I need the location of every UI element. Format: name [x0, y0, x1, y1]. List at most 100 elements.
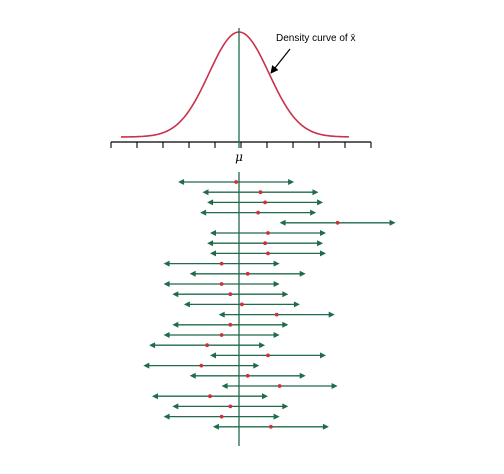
- sample-mean-dot: [245, 271, 250, 276]
- sample-mean-dot: [263, 200, 267, 205]
- interval-arrow-left: [172, 291, 179, 298]
- confidence-interval: [143, 362, 260, 369]
- interval-arrow-left: [143, 362, 150, 369]
- sample-mean-dot: [228, 322, 233, 327]
- interval-arrow-left: [178, 179, 185, 185]
- sample-mean-dot: [199, 363, 204, 368]
- sample-mean-dot: [234, 180, 239, 184]
- confidence-interval: [210, 352, 326, 359]
- interval-arrow-left: [172, 403, 179, 410]
- confidence-interval: [172, 403, 289, 410]
- interval-arrow-right: [262, 393, 268, 400]
- confidence-interval: [210, 250, 326, 257]
- interval-arrow-right: [312, 189, 319, 196]
- confidence-interval: [189, 372, 306, 379]
- confidence-interval: [178, 179, 295, 185]
- interval-arrow-left: [210, 250, 216, 257]
- interval-arrow-right: [328, 311, 335, 318]
- sample-mean-dot: [266, 231, 270, 235]
- interval-arrow-right: [389, 219, 396, 226]
- interval-arrow-right: [293, 301, 300, 308]
- confidence-interval: [172, 321, 289, 328]
- interval-arrow-left: [163, 413, 170, 420]
- sample-mean-dot: [277, 384, 282, 388]
- interval-arrow-right: [282, 403, 289, 410]
- confidence-interval: [172, 291, 289, 298]
- confidence-interval: [149, 342, 266, 349]
- confidence-interval: [218, 311, 335, 318]
- confidence-interval: [279, 219, 396, 226]
- confidence-interval: [200, 209, 317, 216]
- sample-mean-dot: [263, 241, 267, 246]
- density-curve: [120, 31, 350, 138]
- confidence-interval: [163, 281, 280, 287]
- interval-arrow-left: [189, 270, 196, 277]
- interval-arrow-left: [221, 383, 228, 389]
- interval-arrow-right: [273, 260, 280, 267]
- interval-arrow-left: [152, 393, 158, 400]
- interval-arrow-left: [279, 219, 286, 226]
- interval-arrow-right: [282, 321, 289, 328]
- confidence-interval: [183, 301, 300, 308]
- interval-arrow-right: [320, 352, 326, 359]
- interval-arrow-left: [207, 199, 214, 206]
- sample-mean-dot: [219, 282, 224, 286]
- interval-arrow-right: [322, 423, 329, 430]
- interval-arrow-left: [183, 301, 190, 308]
- interval-arrow-left: [210, 230, 216, 236]
- interval-arrow-left: [200, 209, 207, 216]
- confidence-interval: [207, 240, 324, 247]
- sample-mean-dot: [228, 292, 233, 297]
- sample-mean-dot: [219, 333, 224, 337]
- interval-arrow-right: [310, 209, 317, 216]
- confidence-interval: [163, 260, 280, 267]
- sample-mean-dot: [266, 251, 270, 256]
- interval-arrow-left: [202, 189, 209, 196]
- sample-mean-dot: [335, 220, 340, 225]
- density-curve-label: Density curve of x̄: [276, 33, 355, 44]
- sample-mean-dot: [266, 353, 270, 358]
- sample-mean-dot: [274, 312, 279, 317]
- interval-arrow-left: [149, 342, 156, 349]
- interval-arrow-right: [317, 199, 324, 206]
- sample-mean-dot: [258, 190, 263, 195]
- sample-mean-dot: [208, 394, 212, 399]
- interval-arrow-left: [207, 240, 214, 247]
- axis-ticks: [110, 142, 372, 148]
- sample-mean-dot: [205, 343, 210, 348]
- confidence-interval: [212, 423, 329, 430]
- sample-mean-dot: [219, 261, 224, 266]
- interval-arrow-right: [331, 383, 338, 389]
- interval-arrow-right: [320, 250, 326, 257]
- sample-mean-dot: [269, 424, 273, 429]
- interval-arrow-left: [189, 372, 196, 379]
- confidence-interval: [152, 393, 268, 400]
- confidence-intervals: [143, 179, 396, 430]
- interval-arrow-left: [212, 423, 219, 430]
- interval-arrow-left: [218, 311, 225, 318]
- interval-arrow-left: [163, 281, 170, 287]
- interval-arrow-right: [253, 362, 260, 369]
- confidence-interval: [163, 413, 280, 420]
- confidence-interval: [163, 332, 280, 338]
- interval-arrow-left: [172, 321, 179, 328]
- interval-arrow-right: [273, 413, 280, 420]
- confidence-interval: [221, 383, 338, 389]
- sample-mean-dot: [219, 414, 224, 419]
- interval-arrow-left: [163, 260, 170, 267]
- interval-arrow-right: [320, 230, 326, 236]
- sample-mean-dot: [256, 210, 261, 215]
- interval-arrow-right: [299, 372, 306, 379]
- interval-arrow-right: [282, 291, 289, 298]
- interval-arrow-right: [273, 332, 280, 338]
- interval-arrow-left: [163, 332, 170, 338]
- confidence-interval: [210, 230, 326, 236]
- interval-arrow-right: [288, 179, 295, 185]
- annotation-arrow: [270, 48, 291, 74]
- mu-label: μ: [235, 150, 243, 164]
- interval-arrow-right: [299, 270, 306, 277]
- interval-arrow-right: [317, 240, 324, 247]
- interval-arrow-right: [259, 342, 266, 349]
- sample-mean-dot: [228, 404, 233, 409]
